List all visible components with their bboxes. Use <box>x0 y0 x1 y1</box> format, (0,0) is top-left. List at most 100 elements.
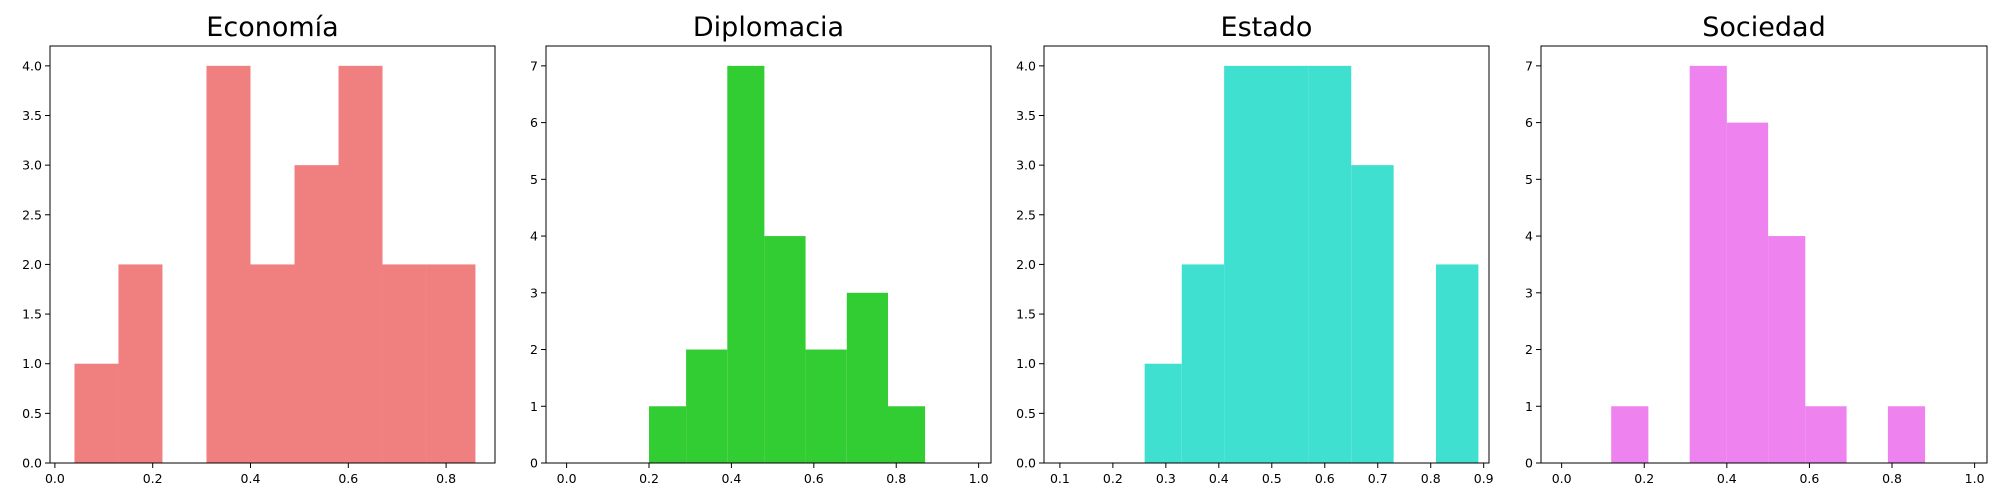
x-tick-label-diplomacia-0: 0.0 <box>557 471 577 486</box>
bar-economia-3 <box>206 65 251 464</box>
y-tick-label-estado-8: 4.0 <box>1016 58 1036 73</box>
bar-sociedad-7 <box>1887 406 1926 463</box>
bar-sociedad-5 <box>1805 406 1847 463</box>
bar-sociedad-0 <box>1611 406 1649 463</box>
chart-title-estado: Estado <box>1221 12 1313 43</box>
bar-estado-0 <box>1144 363 1182 463</box>
y-tick-label-diplomacia-2: 2 <box>530 342 538 357</box>
y-tick-label-economia-0: 0.0 <box>22 456 42 471</box>
y-tick-label-economia-5: 2.5 <box>22 207 42 222</box>
bar-economia-0 <box>74 363 119 463</box>
y-tick-label-diplomacia-1: 1 <box>530 399 538 414</box>
x-tick-label-sociedad-3: 0.6 <box>1799 471 1819 486</box>
y-tick-label-estado-7: 3.5 <box>1016 108 1036 123</box>
panel-estado: Estado 0.1 0.2 0.3 0.4 0.5 0.6 0.7 0.8 0.9 0.0 0.5 1… <box>1016 12 1494 486</box>
bar-diplomacia-2 <box>727 65 765 464</box>
axes-frame-sociedad <box>1540 45 1988 464</box>
y-tick-label-sociedad-2: 2 <box>1525 342 1533 357</box>
y-tick-label-sociedad-3: 3 <box>1525 285 1533 300</box>
y-tick-label-economia-7: 3.5 <box>22 108 42 123</box>
y-tick-label-diplomacia-5: 5 <box>530 172 538 187</box>
bar-economia-4 <box>250 264 295 463</box>
bar-diplomacia-5 <box>846 292 888 463</box>
x-tick-label-sociedad-1: 0.2 <box>1634 471 1654 486</box>
panel-sociedad: Sociedad 0.0 0.2 0.4 0.6 0.8 1.0 0 1 2 3 4 5 6 7 <box>1525 12 1988 486</box>
y-tick-label-sociedad-1: 1 <box>1525 399 1533 414</box>
x-tick-label-economia-0: 0.0 <box>45 471 65 486</box>
x-tick-label-estado-8: 0.9 <box>1474 471 1494 486</box>
y-tick-label-economia-6: 3.0 <box>22 158 42 173</box>
x-tick-label-estado-3: 0.4 <box>1209 471 1229 486</box>
bar-diplomacia-1 <box>686 349 728 463</box>
y-tick-label-sociedad-0: 0 <box>1525 456 1533 471</box>
x-tick-label-diplomacia-1: 0.2 <box>639 471 659 486</box>
bar-economia-1 <box>118 264 163 463</box>
bar-sociedad-2 <box>1689 65 1727 464</box>
x-tick-label-diplomacia-4: 0.8 <box>886 471 906 486</box>
bar-economia-7 <box>382 264 427 463</box>
y-tick-label-estado-1: 0.5 <box>1016 406 1036 421</box>
x-tick-label-estado-4: 0.5 <box>1262 471 1282 486</box>
x-tick-label-diplomacia-3: 0.6 <box>804 471 824 486</box>
y-tick-label-estado-0: 0.0 <box>1016 456 1036 471</box>
bar-economia-5 <box>294 165 339 463</box>
bar-diplomacia-0 <box>649 406 687 463</box>
y-tick-label-economia-8: 4.0 <box>22 58 42 73</box>
x-tick-label-estado-5: 0.6 <box>1315 471 1335 486</box>
bar-sociedad-4 <box>1768 236 1806 463</box>
y-tick-label-diplomacia-3: 3 <box>530 285 538 300</box>
x-tick-label-estado-7: 0.8 <box>1421 471 1441 486</box>
x-tick-label-economia-2: 0.4 <box>241 471 261 486</box>
bar-diplomacia-6 <box>887 406 926 463</box>
x-tick-label-sociedad-2: 0.4 <box>1717 471 1737 486</box>
bar-estado-7 <box>1436 264 1479 463</box>
x-tick-label-estado-6: 0.7 <box>1368 471 1388 486</box>
chart-title-diplomacia: Diplomacia <box>693 12 844 43</box>
x-tick-label-sociedad-4: 0.8 <box>1882 471 1902 486</box>
y-tick-label-diplomacia-0: 0 <box>530 456 538 471</box>
x-tick-label-sociedad-0: 0.0 <box>1552 471 1572 486</box>
x-tick-label-sociedad-5: 1.0 <box>1965 471 1985 486</box>
bar-estado-4 <box>1308 65 1352 464</box>
axes-frame-estado <box>1043 45 1490 464</box>
y-tick-label-estado-6: 3.0 <box>1016 158 1036 173</box>
y-tick-label-estado-2: 1.0 <box>1016 356 1036 371</box>
y-tick-label-sociedad-6: 6 <box>1525 115 1533 130</box>
y-tick-label-economia-3: 1.5 <box>22 307 42 322</box>
x-tick-label-economia-4: 0.8 <box>436 471 456 486</box>
bar-economia-8 <box>426 264 476 463</box>
bar-economia-6 <box>338 65 383 464</box>
y-tick-label-economia-2: 1.0 <box>22 356 42 371</box>
y-tick-label-estado-3: 1.5 <box>1016 307 1036 322</box>
x-tick-label-diplomacia-2: 0.4 <box>721 471 741 486</box>
y-tick-label-diplomacia-6: 6 <box>530 115 538 130</box>
axes-frame-diplomacia <box>545 45 992 464</box>
bar-sociedad-3 <box>1726 122 1769 463</box>
bar-diplomacia-4 <box>805 349 847 463</box>
y-tick-label-diplomacia-7: 7 <box>530 58 538 73</box>
x-tick-label-estado-0: 0.1 <box>1050 471 1070 486</box>
y-tick-label-diplomacia-4: 4 <box>530 229 538 244</box>
chart-title-sociedad: Sociedad <box>1702 12 1825 43</box>
axes-frame-economia <box>49 45 496 464</box>
x-tick-label-estado-2: 0.3 <box>1156 471 1176 486</box>
panel-diplomacia: Diplomacia 0.0 0.2 0.4 0.6 0.8 1.0 0 1 2 3 4 5 6 7 <box>530 12 992 486</box>
bar-estado-3 <box>1266 65 1309 464</box>
x-tick-label-diplomacia-5: 1.0 <box>969 471 989 486</box>
panel-economia: Economía 0.0 0.2 0.4 0.6 0.8 0.0 0.5 1.0 1.5 2.0 2.… <box>22 12 496 486</box>
y-tick-label-sociedad-4: 4 <box>1525 229 1533 244</box>
y-tick-label-sociedad-5: 5 <box>1525 172 1533 187</box>
bar-estado-5 <box>1351 165 1394 463</box>
y-tick-label-economia-4: 2.0 <box>22 257 42 272</box>
bar-estado-1 <box>1181 264 1225 463</box>
x-tick-label-economia-3: 0.6 <box>338 471 358 486</box>
y-tick-label-estado-4: 2.0 <box>1016 257 1036 272</box>
y-tick-label-economia-1: 0.5 <box>22 406 42 421</box>
chart-title-economia: Economía <box>206 12 338 43</box>
x-tick-label-estado-1: 0.2 <box>1103 471 1123 486</box>
y-tick-label-sociedad-7: 7 <box>1525 58 1533 73</box>
x-tick-label-economia-1: 0.2 <box>143 471 163 486</box>
bar-estado-2 <box>1224 65 1267 464</box>
bar-diplomacia-3 <box>764 236 806 463</box>
y-tick-label-estado-5: 2.5 <box>1016 207 1036 222</box>
